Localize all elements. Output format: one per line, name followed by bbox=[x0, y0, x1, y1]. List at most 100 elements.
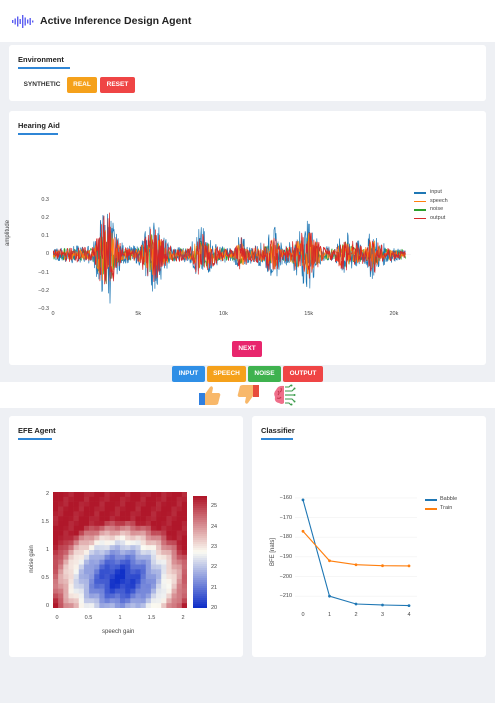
heatmap-cell bbox=[104, 603, 110, 608]
colorbar-segment bbox=[193, 546, 207, 549]
thumbs-up-icon[interactable] bbox=[198, 384, 222, 406]
legend-label-input[interactable]: input bbox=[430, 189, 442, 195]
colorbar-segment bbox=[193, 514, 207, 517]
brain-icon[interactable] bbox=[273, 384, 297, 406]
bfe-y-axis-title: BFE [nats] bbox=[270, 538, 276, 567]
heatmap-cell bbox=[161, 564, 167, 570]
heatmap-cell bbox=[104, 564, 110, 570]
heatmap-cell bbox=[89, 492, 95, 498]
heatmap-cell bbox=[73, 535, 80, 541]
heatmap-cell bbox=[156, 492, 162, 498]
heatmap-cell bbox=[63, 574, 69, 580]
heatmap-cell bbox=[130, 564, 136, 570]
heatmap-cell bbox=[145, 530, 152, 536]
heatmap-cell bbox=[104, 588, 110, 594]
heatmap-cell bbox=[120, 511, 126, 517]
heatmap-cell bbox=[99, 521, 105, 527]
waveform-chart bbox=[53, 212, 411, 304]
heatmap-cell bbox=[104, 545, 110, 551]
heatmap-cell bbox=[104, 559, 110, 565]
real-button[interactable]: REAL bbox=[67, 77, 97, 93]
heatmap-cell bbox=[53, 574, 59, 580]
heatmap-cell bbox=[89, 521, 95, 527]
colorbar-segment bbox=[193, 538, 207, 541]
colorbar-segment bbox=[193, 558, 207, 561]
legend-label-output[interactable]: output bbox=[430, 214, 446, 221]
heatmap-cell bbox=[140, 603, 147, 608]
heatmap-cell bbox=[94, 588, 100, 594]
heatmap-cell bbox=[99, 564, 105, 570]
heatmap-cell bbox=[140, 540, 147, 546]
noise-button[interactable]: NOISE bbox=[248, 366, 281, 382]
colorbar-segment bbox=[193, 496, 207, 499]
heatmap-cell bbox=[135, 554, 141, 560]
train-point bbox=[301, 529, 305, 533]
heatmap-cell bbox=[73, 564, 80, 570]
heatmap-cell bbox=[94, 501, 100, 507]
heatmap-cell bbox=[161, 492, 167, 498]
heatmap-cell bbox=[94, 564, 100, 570]
reset-button[interactable]: RESET bbox=[100, 77, 135, 93]
heatmap-cell bbox=[150, 583, 157, 589]
legend-label-speech[interactable]: speech bbox=[430, 197, 448, 204]
heatmap-cell bbox=[156, 564, 162, 570]
heatmap-cell bbox=[83, 603, 90, 608]
heatmap-cell bbox=[99, 588, 105, 594]
legend-label-train[interactable]: Train bbox=[440, 505, 453, 511]
heatmap-cell bbox=[83, 511, 90, 517]
heatmap-cell bbox=[53, 579, 59, 585]
heatmap-cell bbox=[109, 579, 116, 585]
heatmap-cell bbox=[53, 550, 59, 556]
heatmap-cell bbox=[94, 492, 100, 498]
colorbar-segment bbox=[193, 548, 207, 551]
next-button[interactable]: NEXT bbox=[232, 341, 262, 357]
heatmap-cell bbox=[181, 496, 187, 502]
heatmap-cell bbox=[145, 583, 152, 589]
colorbar-segment bbox=[193, 568, 207, 571]
heatmap-cell bbox=[58, 583, 64, 589]
legend-label-noise[interactable]: noise bbox=[430, 206, 444, 212]
heatmap-cell bbox=[176, 593, 183, 599]
heatmap-cell bbox=[145, 545, 152, 551]
heatmap-cell bbox=[145, 525, 152, 531]
heatmap-cell bbox=[135, 530, 141, 536]
input-button[interactable]: INPUT bbox=[172, 366, 205, 382]
heatmap-cell bbox=[53, 516, 59, 522]
heatmap-cell bbox=[130, 579, 136, 585]
waveform-x-tick: 0 bbox=[51, 311, 55, 317]
heatmap-cell bbox=[145, 492, 152, 498]
legend-label-babble[interactable]: Babble bbox=[440, 496, 458, 502]
heatmap-cell bbox=[73, 579, 80, 585]
heatmap-cell bbox=[166, 583, 172, 589]
colorbar-segment bbox=[193, 544, 207, 547]
heatmap-cell bbox=[135, 550, 141, 556]
heatmap-cell bbox=[156, 511, 162, 517]
heatmap-cell bbox=[150, 516, 157, 522]
synthetic-button[interactable]: SYNTHETIC bbox=[23, 81, 61, 88]
heatmap-cell bbox=[120, 559, 126, 565]
heatmap-cell bbox=[104, 540, 110, 546]
heatmap-cell bbox=[156, 554, 162, 560]
heatmap-cell bbox=[171, 574, 177, 580]
colorbar-segment bbox=[193, 564, 207, 567]
speech-button[interactable]: SPEECH bbox=[207, 366, 246, 382]
heatmap-cell bbox=[114, 598, 121, 604]
heatmap-cell bbox=[135, 569, 141, 575]
heatmap-cell bbox=[181, 550, 187, 556]
thumbs-down-icon[interactable] bbox=[236, 384, 260, 406]
colorbar-segment bbox=[193, 560, 207, 563]
heatmap-cell bbox=[89, 574, 95, 580]
heatmap-cell bbox=[181, 603, 187, 608]
heatmap-cell bbox=[83, 506, 90, 512]
babble-point bbox=[301, 498, 305, 502]
heatmap-cell bbox=[130, 511, 136, 517]
heatmap-cell bbox=[104, 598, 110, 604]
output-button[interactable]: OUTPUT bbox=[283, 366, 323, 382]
heatmap-cell bbox=[150, 564, 157, 570]
heatmap-cell bbox=[114, 506, 121, 512]
heatmap-cell bbox=[120, 525, 126, 531]
heatmap-cell bbox=[130, 535, 136, 541]
heatmap-cell bbox=[130, 554, 136, 560]
heatmap-cell bbox=[120, 598, 126, 604]
heatmap-cell bbox=[171, 579, 177, 585]
